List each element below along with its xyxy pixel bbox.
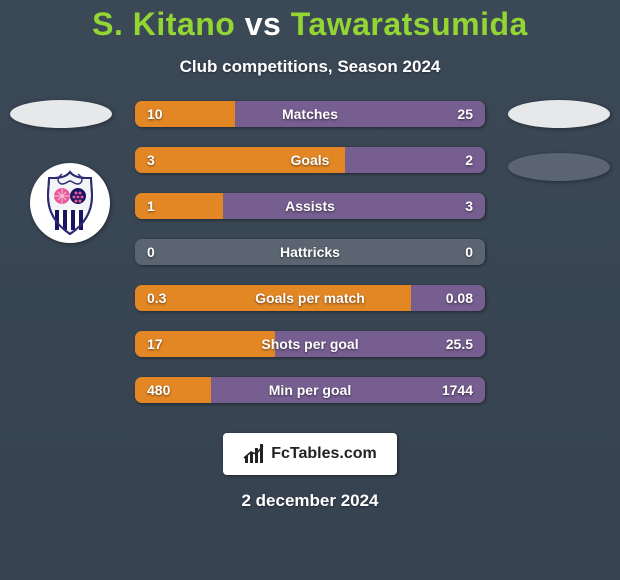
stat-label: Min per goal — [135, 377, 485, 403]
stats-stage: 1025Matches 32Goals 13Assists 00Hattricks 0.… — [0, 101, 620, 421]
stat-rows: 1025Matches 32Goals 13Assists 00Hattricks 0.… — [135, 101, 485, 423]
bars-chart-icon — [243, 443, 265, 465]
stat-row: 1725.5Shots per goal — [135, 331, 485, 357]
player-right-avatar-placeholder — [508, 100, 610, 128]
stat-label: Goals per match — [135, 285, 485, 311]
stat-row: 0.30.08Goals per match — [135, 285, 485, 311]
club-crest-icon — [40, 170, 100, 236]
player-left-avatar-placeholder — [10, 100, 112, 128]
stat-row: 32Goals — [135, 147, 485, 173]
player-right-name: Tawaratsumida — [291, 6, 528, 42]
stat-row: 4801744Min per goal — [135, 377, 485, 403]
footer-date: 2 december 2024 — [0, 491, 620, 511]
stat-row: 00Hattricks — [135, 239, 485, 265]
vs-label: vs — [245, 6, 282, 42]
player-right-club-placeholder — [508, 153, 610, 181]
stat-label: Shots per goal — [135, 331, 485, 357]
comparison-title: S. Kitano vs Tawaratsumida — [0, 0, 620, 43]
stat-row: 13Assists — [135, 193, 485, 219]
player-left-club-badge — [30, 163, 110, 243]
stat-label: Assists — [135, 193, 485, 219]
stat-row: 1025Matches — [135, 101, 485, 127]
stat-label: Hattricks — [135, 239, 485, 265]
stat-label: Matches — [135, 101, 485, 127]
brand-badge[interactable]: FcTables.com — [223, 433, 397, 475]
stat-label: Goals — [135, 147, 485, 173]
brand-label: FcTables.com — [271, 445, 377, 463]
player-left-name: S. Kitano — [92, 6, 235, 42]
subtitle: Club competitions, Season 2024 — [0, 57, 620, 77]
